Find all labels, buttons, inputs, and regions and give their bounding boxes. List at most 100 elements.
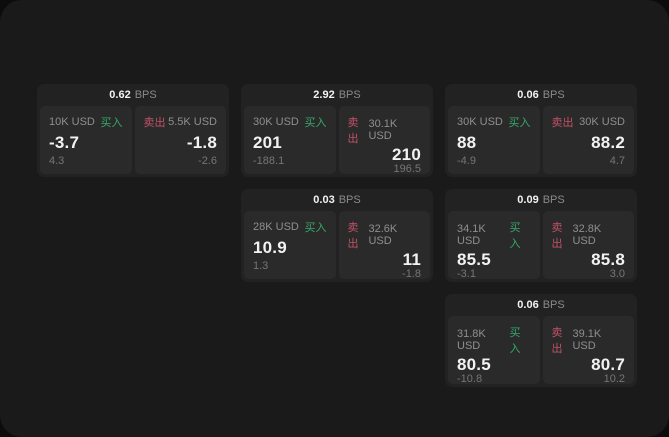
buy-delta: -3.1	[457, 268, 476, 280]
sell-delta: 3.0	[609, 268, 625, 280]
buy-price: 85.5	[457, 250, 491, 269]
sell-label: 卖出	[347, 222, 359, 250]
sell-panel-top-row: 卖出 30.1K USD	[348, 114, 422, 146]
buy-panel[interactable]: 30K USD 买入 201 -188.1	[244, 106, 336, 174]
buy-amount: 31.8K USD	[457, 328, 486, 352]
buy-delta: -4.9	[457, 155, 476, 167]
sell-amount: 32.6K USD	[368, 223, 398, 247]
buy-price: -3.7	[49, 133, 80, 152]
buy-panel-top-row: 31.8K USD 买入	[457, 324, 531, 356]
buy-panel-top-row: 30K USD 买入	[457, 114, 531, 130]
sell-panel[interactable]: 卖出 30.1K USD 210 196.5	[338, 106, 430, 175]
quote-card-1: 0.62 BPS 10K USD 买入 -3.7 4.3 卖出 5.5K USD	[37, 84, 229, 177]
buy-delta: -188.1	[253, 155, 285, 167]
buy-panel[interactable]: 10K USD 买入 -3.7 4.3	[40, 106, 132, 174]
sell-price: 80.7	[591, 355, 625, 374]
sell-label: 卖出	[551, 117, 574, 129]
panels: 34.1K USD 买入 85.5 -3.1 卖出 32.8K USD 85.8…	[448, 211, 634, 280]
sell-panel[interactable]: 卖出 32.6K USD 11 -1.8	[338, 211, 430, 280]
panels: 30K USD 买入 88 -4.9 卖出 30K USD 88.2 4.7	[448, 106, 634, 174]
card-header: 0.06 BPS	[448, 84, 634, 106]
sell-panel-top-row: 卖出 32.8K USD	[552, 219, 626, 251]
sell-panel-top-row: 卖出 5.5K USD	[144, 114, 218, 130]
buy-amount: 30K USD	[253, 116, 299, 128]
bps-unit-label: BPS	[542, 89, 565, 101]
panels: 10K USD 买入 -3.7 4.3 卖出 5.5K USD -1.8 -2.…	[40, 106, 226, 174]
quote-card-3: 0.06 BPS 30K USD 买入 88 -4.9 卖出 30K USD	[445, 84, 637, 177]
buy-price: 80.5	[457, 355, 491, 374]
buy-price: 88	[457, 133, 477, 152]
bps-value: 2.92	[313, 89, 335, 101]
sell-amount: 32.8K USD	[572, 223, 602, 247]
buy-label: 买入	[508, 117, 531, 129]
buy-label: 买入	[100, 117, 123, 129]
buy-label: 买入	[509, 327, 521, 355]
sell-price: 85.8	[591, 250, 625, 269]
card-header: 0.09 BPS	[448, 189, 634, 211]
buy-panel-top-row: 30K USD 买入	[253, 114, 327, 130]
buy-price: 201	[253, 133, 282, 152]
sell-delta: -1.8	[402, 268, 421, 280]
card-header: 0.03 BPS	[244, 189, 430, 211]
buy-amount: 30K USD	[457, 116, 503, 128]
sell-panel-top-row: 卖出 39.1K USD	[552, 324, 626, 356]
sell-price: 88.2	[591, 133, 625, 152]
buy-panel[interactable]: 31.8K USD 买入 80.5 -10.8	[448, 316, 540, 385]
quote-card-4: 0.03 BPS 28K USD 买入 10.9 1.3 卖出 32.6K US…	[241, 189, 433, 282]
card-header: 0.62 BPS	[40, 84, 226, 106]
sell-label: 卖出	[347, 117, 359, 145]
buy-amount: 10K USD	[49, 116, 95, 128]
buy-amount: 34.1K USD	[457, 223, 486, 247]
sell-price: 11	[402, 250, 421, 269]
bps-value: 0.06	[517, 89, 539, 101]
sell-delta: 4.7	[609, 155, 625, 167]
card-header: 2.92 BPS	[244, 84, 430, 106]
buy-delta: 1.3	[253, 260, 269, 272]
sell-amount: 30.1K USD	[368, 118, 398, 142]
buy-panel[interactable]: 34.1K USD 买入 85.5 -3.1	[448, 211, 540, 280]
sell-amount: 39.1K USD	[572, 328, 602, 352]
panels: 28K USD 买入 10.9 1.3 卖出 32.6K USD 11 -1.8	[244, 211, 430, 280]
buy-panel[interactable]: 28K USD 买入 10.9 1.3	[244, 211, 336, 279]
sell-panel-top-row: 卖出 32.6K USD	[348, 219, 422, 251]
bps-unit-label: BPS	[134, 89, 157, 101]
buy-price: 10.9	[253, 238, 287, 257]
buy-delta: -10.8	[457, 373, 483, 385]
buy-panel-top-row: 34.1K USD 买入	[457, 219, 531, 251]
bps-unit-label: BPS	[338, 89, 361, 101]
sell-price: 210	[392, 145, 421, 164]
sell-panel[interactable]: 卖出 32.8K USD 85.8 3.0	[542, 211, 634, 280]
sell-panel[interactable]: 卖出 30K USD 88.2 4.7	[542, 106, 634, 174]
sell-panel[interactable]: 卖出 39.1K USD 80.7 10.2	[542, 316, 634, 385]
buy-delta: 4.3	[49, 155, 65, 167]
quote-card-grid: 0.62 BPS 10K USD 买入 -3.7 4.3 卖出 5.5K USD	[37, 84, 637, 387]
bps-value: 0.06	[517, 299, 539, 311]
quote-card-6: 0.06 BPS 31.8K USD 买入 80.5 -10.8 卖出 39.1…	[445, 294, 637, 387]
sell-price: -1.8	[186, 133, 217, 152]
sell-label: 卖出	[551, 327, 563, 355]
sell-delta: 196.5	[393, 163, 421, 175]
sell-panel[interactable]: 卖出 5.5K USD -1.8 -2.6	[134, 106, 226, 174]
buy-amount: 28K USD	[253, 221, 299, 233]
sell-panel-top-row: 卖出 30K USD	[552, 114, 626, 130]
sell-delta: 10.2	[603, 373, 625, 385]
bps-value: 0.62	[109, 89, 131, 101]
buy-panel-top-row: 28K USD 买入	[253, 219, 327, 235]
buy-label: 买入	[304, 117, 327, 129]
panels: 31.8K USD 买入 80.5 -10.8 卖出 39.1K USD 80.…	[448, 316, 634, 385]
buy-label: 买入	[304, 222, 327, 234]
bps-value: 0.09	[517, 194, 539, 206]
sell-delta: -2.6	[198, 155, 217, 167]
quote-card-5: 0.09 BPS 34.1K USD 买入 85.5 -3.1 卖出 32.8K…	[445, 189, 637, 282]
buy-panel-top-row: 10K USD 买入	[49, 114, 123, 130]
bps-unit-label: BPS	[542, 299, 565, 311]
buy-label: 买入	[509, 222, 521, 250]
sell-amount: 5.5K USD	[168, 116, 217, 128]
quote-card-2: 2.92 BPS 30K USD 买入 201 -188.1 卖出 30.1K …	[241, 84, 433, 177]
sell-label: 卖出	[143, 117, 166, 129]
bps-unit-label: BPS	[542, 194, 565, 206]
sell-amount: 30K USD	[579, 116, 625, 128]
bps-unit-label: BPS	[338, 194, 361, 206]
buy-panel[interactable]: 30K USD 买入 88 -4.9	[448, 106, 540, 174]
